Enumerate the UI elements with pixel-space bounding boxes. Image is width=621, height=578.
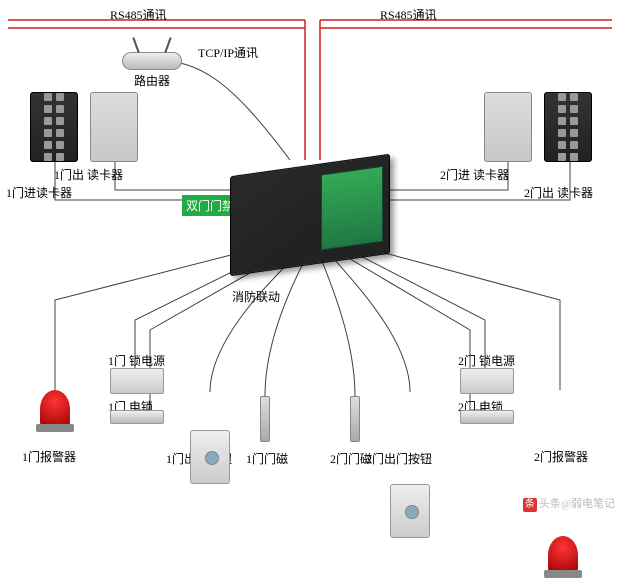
tcpip-label: TCP/IP通讯 <box>198 44 258 61</box>
kp2-device <box>544 92 592 162</box>
controller-device <box>230 154 390 276</box>
alarm1-device <box>40 390 70 428</box>
fire-label: 消防联动 <box>232 288 280 305</box>
rd2-device <box>484 92 532 162</box>
mag1-device <box>260 396 270 442</box>
device-layer <box>0 0 621 184</box>
d2-out-reader-label: 2门出 读卡器 <box>524 184 593 201</box>
rs485-left-label: RS485通讯 <box>110 6 167 23</box>
watermark: 条头条@弱电笔记 <box>523 495 615 512</box>
kp1-device <box>30 92 78 162</box>
d1-mag-label: 1门门磁 <box>246 450 288 467</box>
mag2-device <box>350 396 360 442</box>
d1-psu-label: 1门 锁电源 <box>108 352 165 369</box>
exit1-device <box>190 430 230 484</box>
watermark-text: 头条@弱电笔记 <box>539 498 615 510</box>
d2-mag-label: 2门门磁 <box>330 450 372 467</box>
router-device <box>122 52 182 70</box>
lock2-device <box>460 410 514 424</box>
watermark-icon: 条 <box>523 498 537 512</box>
rd1-device <box>90 92 138 162</box>
d2-psu-label: 2门 锁电源 <box>458 352 515 369</box>
exit2-device <box>390 484 430 538</box>
alarm2-device <box>548 536 578 574</box>
d1-out-reader-label: 1门出 读卡器 <box>54 166 123 183</box>
router-label: 路由器 <box>134 72 170 89</box>
psu1-device <box>110 368 164 394</box>
lock1-device <box>110 410 164 424</box>
d1-in-reader-label: 1门进读卡器 <box>6 184 72 201</box>
rs485-right-label: RS485通讯 <box>380 6 437 23</box>
d2-in-reader-label: 2门进 读卡器 <box>440 166 509 183</box>
d1-alarm-label: 1门报警器 <box>22 448 76 465</box>
d2-alarm-label: 2门报警器 <box>534 448 588 465</box>
d2-exit-label: 2门出门按钮 <box>366 450 432 467</box>
psu2-device <box>460 368 514 394</box>
